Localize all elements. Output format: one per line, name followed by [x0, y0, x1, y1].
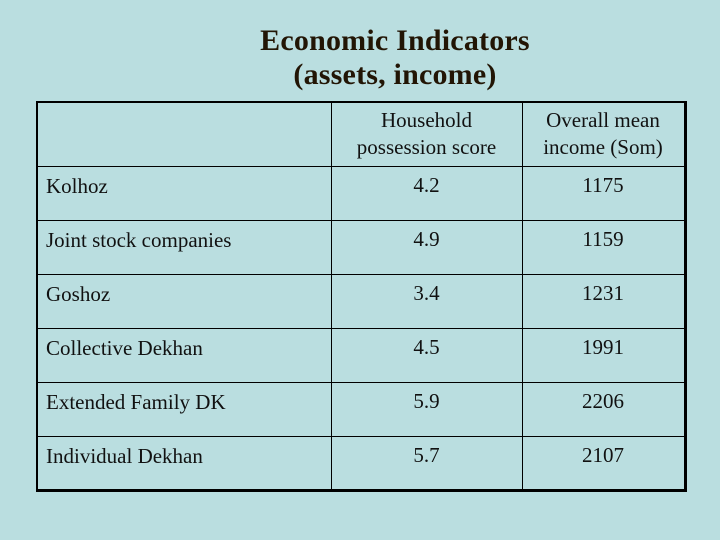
income-cell: 2206 [521, 381, 686, 437]
header-income-line1: Overall mean [546, 108, 660, 132]
header-possession-score: Household possession score [330, 101, 523, 167]
economic-indicators-table: Household possession score Overall mean … [36, 101, 687, 492]
score-cell: 4.9 [330, 219, 523, 275]
table-row: Goshoz 3.4 1231 [36, 273, 686, 329]
header-income-line2: income (Som) [543, 135, 663, 159]
score-cell: 5.9 [330, 381, 523, 437]
income-cell: 1175 [521, 165, 686, 221]
score-cell: 3.4 [330, 273, 523, 329]
slide-title-line1: Economic Indicators [260, 24, 530, 57]
table-row: Extended Family DK 5.9 2206 [36, 381, 686, 437]
score-cell: 4.2 [330, 165, 523, 221]
row-label: Individual Dekhan [36, 435, 332, 491]
row-label: Extended Family DK [36, 381, 332, 437]
income-cell: 1991 [521, 327, 686, 383]
score-cell: 5.7 [330, 435, 523, 491]
table-header-row: Household possession score Overall mean … [36, 101, 686, 167]
row-label: Goshoz [36, 273, 332, 329]
row-label: Kolhoz [36, 165, 332, 221]
slide-title: Economic Indicators (assets, income) [70, 24, 720, 92]
score-cell: 4.5 [330, 327, 523, 383]
header-mean-income: Overall mean income (Som) [521, 101, 686, 167]
header-possession-line1: Household [381, 108, 472, 132]
header-possession-line2: possession score [356, 135, 497, 159]
income-cell: 1231 [521, 273, 686, 329]
corner-header-cell [36, 101, 332, 167]
income-cell: 1159 [521, 219, 686, 275]
slide-title-line2: (assets, income) [293, 58, 497, 91]
income-cell: 2107 [521, 435, 686, 491]
table-row: Joint stock companies 4.9 1159 [36, 219, 686, 275]
row-label: Joint stock companies [36, 219, 332, 275]
table-row: Collective Dekhan 4.5 1991 [36, 327, 686, 383]
table-row: Individual Dekhan 5.7 2107 [36, 435, 686, 491]
row-label: Collective Dekhan [36, 327, 332, 383]
table-row: Kolhoz 4.2 1175 [36, 165, 686, 221]
